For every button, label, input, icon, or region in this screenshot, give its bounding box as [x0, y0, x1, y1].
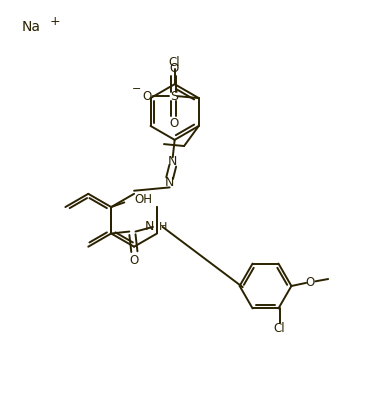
- Text: Cl: Cl: [169, 57, 180, 69]
- Text: −: −: [132, 84, 142, 94]
- Text: OH: OH: [134, 193, 152, 206]
- Text: O: O: [305, 276, 315, 289]
- Text: O: O: [142, 90, 151, 103]
- Text: N: N: [165, 176, 174, 189]
- Text: O: O: [130, 254, 139, 267]
- Text: +: +: [50, 15, 61, 27]
- Text: Na: Na: [22, 20, 41, 34]
- Text: O: O: [169, 117, 178, 131]
- Text: S: S: [170, 90, 178, 103]
- Text: O: O: [169, 62, 178, 75]
- Text: H: H: [159, 222, 167, 232]
- Text: N: N: [168, 154, 177, 168]
- Text: Cl: Cl: [274, 322, 286, 335]
- Text: N: N: [144, 220, 154, 233]
